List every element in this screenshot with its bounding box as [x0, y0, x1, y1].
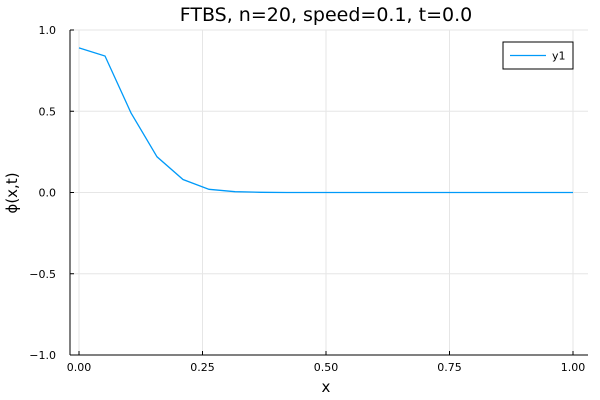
chart-title: FTBS, n=20, speed=0.1, t=0.0 — [180, 4, 472, 26]
x-tick-label-1: 0.25 — [190, 361, 215, 374]
axes — [69, 29, 588, 356]
y-tick-labels: −1.0 −0.5 0.0 0.5 1.0 — [29, 24, 56, 362]
x-tick-label-2: 0.50 — [314, 361, 339, 374]
legend: y1 — [502, 41, 574, 70]
y-tick-label-3: 0.5 — [39, 105, 57, 118]
y-tick-label-1: −0.5 — [29, 268, 56, 281]
y-tick-label-2: 0.0 — [39, 187, 57, 200]
x-tick-label-4: 1.00 — [561, 361, 586, 374]
x-tick-labels: 0.00 0.25 0.50 0.75 1.00 — [67, 361, 586, 374]
y-tick-label-4: 1.0 — [39, 24, 57, 37]
y-tick-label-0: −1.0 — [29, 349, 56, 362]
legend-label-y1: y1 — [552, 50, 566, 63]
series-layer — [78, 47, 573, 194]
x-axis-label: x — [322, 378, 331, 396]
y-axis-label: ϕ(x,t) — [3, 172, 21, 213]
x-tick-label-3: 0.75 — [437, 361, 462, 374]
x-tick-label-0: 0.00 — [67, 361, 92, 374]
series-line-y1 — [78, 47, 573, 194]
